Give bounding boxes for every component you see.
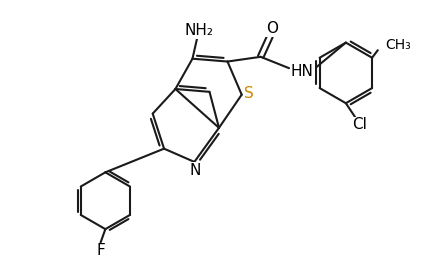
Text: HN: HN: [291, 63, 314, 79]
Text: N: N: [189, 163, 201, 178]
Text: CH₃: CH₃: [385, 38, 411, 51]
Text: O: O: [266, 21, 278, 36]
Text: Cl: Cl: [352, 117, 367, 133]
Text: NH₂: NH₂: [184, 23, 214, 38]
Text: S: S: [244, 86, 254, 101]
Text: F: F: [96, 243, 105, 257]
